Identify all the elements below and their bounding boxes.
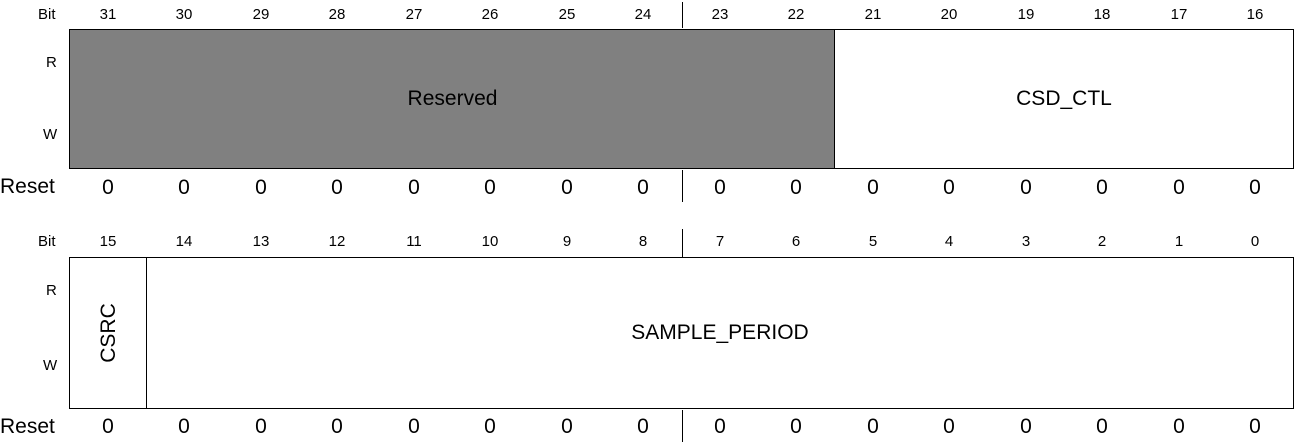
reset-value: 0 bbox=[178, 415, 190, 438]
reset-value: 0 bbox=[790, 415, 802, 438]
write-row-label: W bbox=[43, 357, 58, 374]
reset-value: 0 bbox=[255, 415, 267, 438]
bit-number: 27 bbox=[405, 6, 423, 23]
bit-number: 15 bbox=[99, 233, 117, 250]
bit-number: 29 bbox=[252, 6, 270, 23]
bit-number: 21 bbox=[864, 6, 882, 23]
byte-divider bbox=[682, 229, 683, 257]
field-reserved: Reserved bbox=[69, 29, 836, 169]
bit-number: 0 bbox=[1250, 233, 1260, 250]
field-csd-ctl: CSD_CTL bbox=[834, 29, 1294, 169]
bit-number: 11 bbox=[406, 233, 422, 250]
reset-value: 0 bbox=[484, 176, 496, 199]
reset-value: 0 bbox=[561, 415, 573, 438]
reset-row-label: Reset bbox=[0, 415, 55, 438]
bit-number: 4 bbox=[944, 233, 954, 250]
reset-value: 0 bbox=[484, 415, 496, 438]
bit-number: 17 bbox=[1170, 6, 1188, 23]
reset-value: 0 bbox=[867, 415, 879, 438]
reset-value: 0 bbox=[408, 415, 420, 438]
bit-number: 18 bbox=[1093, 6, 1111, 23]
field-sample-period: SAMPLE_PERIOD bbox=[146, 257, 1294, 409]
reset-value: 0 bbox=[1249, 415, 1261, 438]
reset-value: 0 bbox=[331, 415, 343, 438]
reset-value: 0 bbox=[1096, 176, 1108, 199]
bit-number: 5 bbox=[868, 233, 878, 250]
reset-value: 0 bbox=[943, 415, 955, 438]
byte-divider bbox=[682, 2, 683, 28]
reset-value: 0 bbox=[1173, 176, 1185, 199]
reset-value: 0 bbox=[1020, 415, 1032, 438]
bit-number: 3 bbox=[1021, 233, 1031, 250]
bit-number: 26 bbox=[481, 6, 499, 23]
field-csd-ctl-label: CSD_CTL bbox=[1016, 87, 1112, 110]
read-row-label: R bbox=[46, 282, 57, 299]
bit-row-label: Bit bbox=[38, 233, 56, 250]
reset-value: 0 bbox=[408, 176, 420, 199]
bit-number: 6 bbox=[791, 233, 801, 250]
byte-divider bbox=[682, 410, 683, 442]
field-reserved-label: Reserved bbox=[407, 87, 498, 110]
bit-number: 14 bbox=[175, 233, 193, 250]
reset-value: 0 bbox=[1020, 176, 1032, 199]
bit-number: 23 bbox=[711, 6, 729, 23]
bit-number: 8 bbox=[638, 233, 648, 250]
bit-number: 20 bbox=[940, 6, 958, 23]
field-sample-period-label: SAMPLE_PERIOD bbox=[631, 321, 809, 344]
reset-value: 0 bbox=[102, 415, 114, 438]
bit-number: 25 bbox=[558, 6, 576, 23]
reset-value: 0 bbox=[561, 176, 573, 199]
bit-number: 9 bbox=[562, 233, 572, 250]
reset-value: 0 bbox=[1249, 176, 1261, 199]
bit-number: 7 bbox=[715, 233, 725, 250]
bit-number: 16 bbox=[1246, 6, 1264, 23]
bit-number: 28 bbox=[328, 6, 346, 23]
bit-number: 12 bbox=[328, 233, 346, 250]
bit-number: 30 bbox=[175, 6, 193, 23]
reset-row-label: Reset bbox=[0, 175, 55, 198]
bit-number: 31 bbox=[99, 6, 117, 23]
reset-value: 0 bbox=[331, 176, 343, 199]
reset-value: 0 bbox=[637, 176, 649, 199]
reset-value: 0 bbox=[867, 176, 879, 199]
byte-divider bbox=[682, 170, 683, 202]
bit-number: 19 bbox=[1017, 6, 1035, 23]
reset-value: 0 bbox=[1096, 415, 1108, 438]
reset-value: 0 bbox=[637, 415, 649, 438]
bit-number: 10 bbox=[481, 233, 499, 250]
reset-value: 0 bbox=[1173, 415, 1185, 438]
read-row-label: R bbox=[46, 54, 57, 71]
reset-value: 0 bbox=[255, 176, 267, 199]
reset-value: 0 bbox=[102, 176, 114, 199]
write-row-label: W bbox=[43, 126, 58, 143]
bit-number: 1 bbox=[1174, 233, 1184, 250]
bit-number: 22 bbox=[787, 6, 805, 23]
reset-value: 0 bbox=[943, 176, 955, 199]
reset-value: 0 bbox=[178, 176, 190, 199]
reset-value: 0 bbox=[714, 176, 726, 199]
bit-number: 24 bbox=[634, 6, 652, 23]
bit-number: 13 bbox=[252, 233, 270, 250]
field-csrc-label: CSRC bbox=[96, 303, 120, 363]
reset-value: 0 bbox=[714, 415, 726, 438]
field-csrc: CSRC bbox=[69, 257, 148, 409]
bit-number: 2 bbox=[1097, 233, 1107, 250]
bit-row-label: Bit bbox=[38, 6, 56, 23]
reset-value: 0 bbox=[790, 176, 802, 199]
